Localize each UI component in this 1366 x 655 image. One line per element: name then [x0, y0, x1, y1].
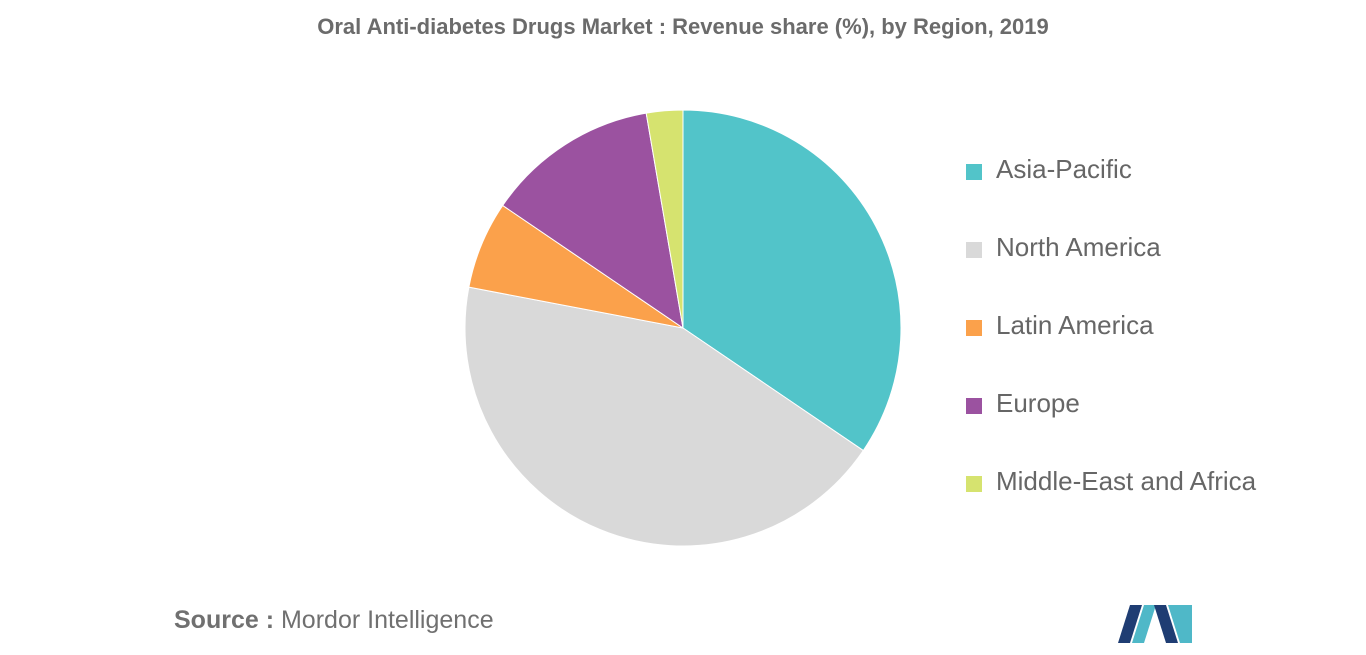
- pie-slice-north-america: [464, 286, 864, 547]
- logo-shape-left: [1118, 605, 1142, 643]
- legend-swatch: [966, 320, 982, 336]
- legend-label: Latin America: [996, 310, 1154, 340]
- pie-slice-middle-east-and-africa: [645, 109, 684, 329]
- source-label: Source :: [174, 606, 275, 634]
- legend-label: Europe: [996, 388, 1080, 418]
- legend-swatch: [966, 398, 982, 414]
- source-note: Source : Mordor Intelligence: [174, 606, 494, 635]
- legend-label: Asia-Pacific: [996, 154, 1132, 184]
- pie-slice-europe: [502, 112, 684, 330]
- logo-shape-mid-right: [1154, 605, 1178, 643]
- legend-swatch: [966, 164, 982, 180]
- pie-slice-asia-pacific: [682, 109, 902, 452]
- mordor-intelligence-logo-icon: [1118, 605, 1192, 643]
- legend-swatch: [966, 476, 982, 492]
- chart-title: Oral Anti-diabetes Drugs Market : Revenu…: [317, 14, 1049, 39]
- legend-label: Middle-East and Africa: [996, 466, 1257, 496]
- legend-swatch: [966, 242, 982, 258]
- logo-shape-mid: [1132, 605, 1156, 643]
- legend-label: North America: [996, 232, 1161, 262]
- logo-shape-right: [1168, 605, 1192, 643]
- source-text: Mordor Intelligence: [280, 606, 494, 634]
